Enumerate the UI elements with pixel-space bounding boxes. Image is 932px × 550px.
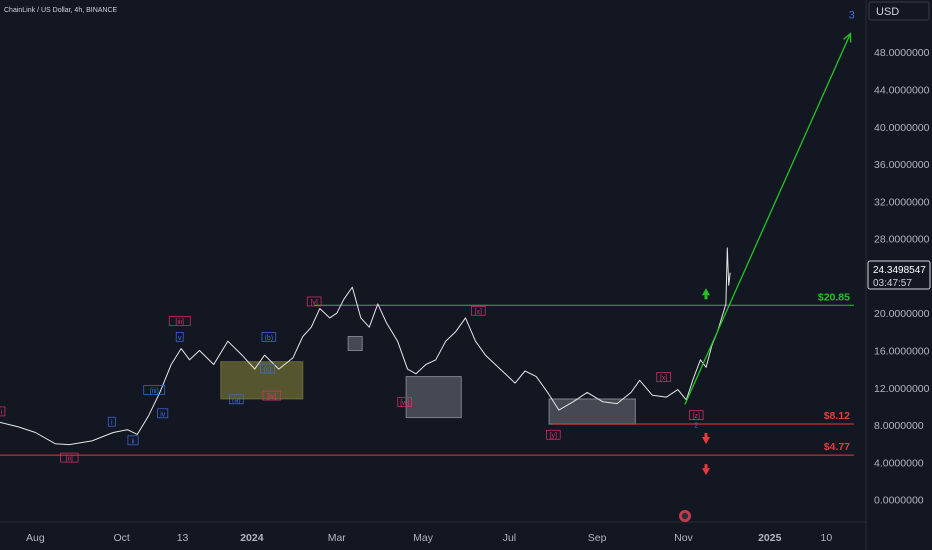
y-tick-label: 32.0000000 [874,196,930,208]
bar-countdown: 03:47:57 [873,278,912,289]
current-price: 24.3498547 [873,265,926,276]
wave-label: i [111,420,113,427]
wave-label: 3 [849,9,855,21]
x-tick-label: 2024 [240,532,264,544]
wave-label-box [107,416,116,427]
y-tick-label: 0.0000000 [874,495,924,507]
wave-label: (c) [263,367,271,374]
wave-label-box [0,406,6,417]
x-tick-label: 13 [177,532,189,544]
wave-label: (iii) [150,388,159,395]
price-zone [405,376,462,419]
currency-box[interactable] [868,1,930,21]
wave-label: [x] [475,309,482,316]
x-tick-label: May [413,532,434,544]
wave-label-box [60,452,79,463]
wave-label-box [229,394,244,405]
x-tick-label: Nov [674,532,693,544]
price-zone [347,336,363,351]
wave-label: i [1,409,3,416]
projection-arrowhead [843,32,852,43]
wave-label: [v] [310,299,317,306]
y-tick-label: 16.0000000 [874,345,930,357]
x-tick-label: 2025 [758,532,782,544]
y-tick-label: 36.0000000 [874,159,930,171]
wave-label-box [688,410,704,421]
y-tick-label: 4.0000000 [874,457,924,469]
arrow-down-stem [704,432,708,437]
wave-label: iv [160,411,166,418]
y-tick-label: 20.0000000 [874,308,930,320]
wave-label-box [306,296,322,307]
price-zone [548,398,636,425]
wave-label-box [143,385,166,395]
arrow-up-stem [704,295,708,300]
level-labels-layer: $20.85 $8.12 $4.77 [702,288,850,476]
wave-label: [w] [400,400,409,407]
y-axis-ticks: 0.0000000 4.0000000 8.0000000 12.0000000 16.… [874,47,930,506]
arrow-up-icon [702,288,710,296]
price-series-line [0,247,731,446]
wave-label: ii [131,438,135,445]
wave-label: [y] [550,433,557,440]
projection-layer [684,32,852,405]
current-price-tag [867,260,931,290]
wave-label: v [178,335,182,342]
wave-label-box [168,316,191,326]
level-price-label: $4.77 [824,441,850,453]
price-layer [0,247,731,446]
y-tick-label: 40.0000000 [874,122,930,134]
wave-label-box [546,429,561,440]
x-tick-label: Mar [328,532,347,544]
x-tick-label: 10 [821,532,833,544]
x-tick-label: Aug [26,532,45,544]
x-axis-ticks: Aug Oct 13 2024 Mar May Jul Sep Nov 2025 10 [26,532,832,544]
x-tick-label: Sep [588,532,607,544]
wave-label: [iii] [175,319,184,326]
y-tick-label: 44.0000000 [874,84,930,96]
level-price-label: $20.85 [818,291,850,303]
wave-label-box [471,305,486,316]
y-tick-label: 12.0000000 [874,383,930,395]
wave-label: [x] [660,375,667,382]
arrow-down-icon [702,468,710,476]
y-tick-label: 28.0000000 [874,234,930,246]
wave-label: [ii] [66,456,73,463]
y-tick-label: 8.0000000 [874,420,924,432]
level-lines-layer [0,304,854,456]
wave-label-box [127,435,139,446]
y-tick-label: 48.0000000 [874,47,930,59]
symbol-title: ChainLink / US Dollar, 4h, BINANCE [4,7,118,14]
currency-label: USD [876,6,899,18]
wave-label-box [261,332,277,342]
arrow-down-icon [702,436,710,444]
wave-label: (a) [232,397,241,404]
wave-label: (b) [265,335,274,342]
events-icon[interactable] [679,510,691,522]
price-zone [220,361,304,400]
x-tick-label: Jul [503,532,516,544]
zone-layer [220,336,636,425]
wave-label-box [157,408,169,419]
projection-line [684,33,852,405]
wave-label-box [260,363,275,374]
wave-label: [z] [693,413,700,420]
wave-label: 2 [694,422,698,429]
wave-label-box [175,332,184,342]
wave-label-box [397,397,412,407]
wave-label-layer: [ii]iiii(iii)iv[iii]v(a)(b)(c)[iv][v][w]… [0,9,855,463]
wave-label: [iv] [267,394,276,401]
level-price-label: $8.12 [824,410,850,422]
wave-label-box [262,390,281,401]
x-tick-label: Oct [114,532,130,544]
wave-label-box [656,372,671,382]
arrow-down-stem [704,464,708,469]
